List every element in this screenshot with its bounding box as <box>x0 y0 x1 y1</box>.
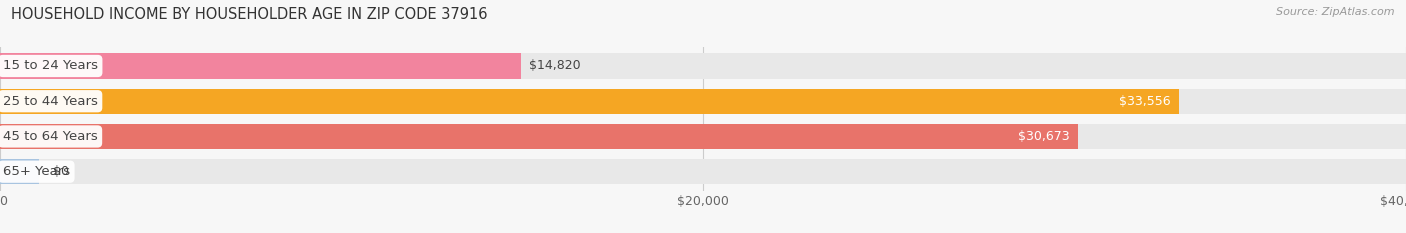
Bar <box>0 53 520 79</box>
Bar <box>0 53 1406 79</box>
Bar <box>0 124 1078 149</box>
Bar <box>0 89 1406 114</box>
Bar <box>0 159 39 184</box>
Text: HOUSEHOLD INCOME BY HOUSEHOLDER AGE IN ZIP CODE 37916: HOUSEHOLD INCOME BY HOUSEHOLDER AGE IN Z… <box>11 7 488 22</box>
Text: 15 to 24 Years: 15 to 24 Years <box>3 59 98 72</box>
Text: $0: $0 <box>53 165 69 178</box>
Bar <box>0 89 1180 114</box>
Text: $14,820: $14,820 <box>530 59 581 72</box>
Text: 45 to 64 Years: 45 to 64 Years <box>3 130 97 143</box>
Text: Source: ZipAtlas.com: Source: ZipAtlas.com <box>1277 7 1395 17</box>
Text: $33,556: $33,556 <box>1119 95 1171 108</box>
Text: 25 to 44 Years: 25 to 44 Years <box>3 95 97 108</box>
Text: $30,673: $30,673 <box>1018 130 1070 143</box>
Bar <box>0 159 1406 184</box>
Text: 65+ Years: 65+ Years <box>3 165 70 178</box>
Bar <box>0 124 1406 149</box>
